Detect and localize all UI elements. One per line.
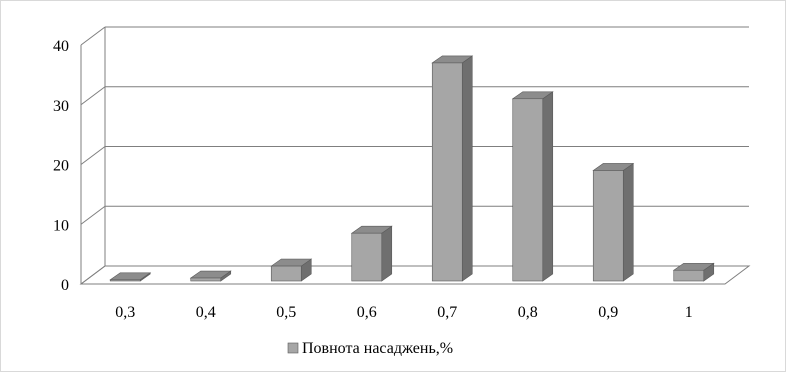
x-tick-label: 0,5	[276, 304, 296, 321]
bar-top	[109, 272, 152, 281]
bar	[351, 232, 383, 282]
y-tick-label: 0	[61, 277, 69, 294]
x-tick-label: 0,7	[437, 304, 457, 321]
bar-side	[542, 91, 554, 282]
gridline-diagonal	[80, 86, 106, 106]
y-tick-label: 20	[53, 158, 69, 175]
y-tick-label: 30	[53, 98, 69, 115]
legend: Повнота насаджень,%	[287, 340, 453, 357]
labels-layer: 0 10 20 30 40 0,3 0,4 0,5 0,6 0,7 0,8 0,9 1	[53, 38, 693, 321]
x-tick-label: 0,9	[598, 304, 618, 321]
gridline-diagonal	[80, 205, 106, 225]
y-tick-label: 40	[53, 38, 69, 55]
gridline-diagonal	[80, 146, 106, 165]
legend-swatch	[287, 342, 299, 354]
bar-side	[381, 225, 393, 282]
bar	[512, 98, 544, 282]
x-tick-label: 0,6	[357, 304, 377, 321]
chart-floor	[79, 265, 751, 285]
bar	[109, 279, 141, 282]
x-tick-label: 0,3	[115, 304, 135, 321]
y-tick-label: 10	[53, 217, 69, 234]
bar	[673, 269, 705, 282]
bar	[592, 170, 624, 282]
x-tick-label: 0,4	[196, 304, 216, 321]
x-tick-label: 1	[685, 304, 693, 321]
x-tick-label: 0,8	[518, 304, 538, 321]
grid-layer	[80, 26, 749, 285]
bar-side	[461, 55, 473, 282]
bar	[431, 62, 463, 282]
bar	[190, 277, 222, 282]
gridline-diagonal	[80, 26, 106, 46]
axis-layer	[79, 27, 751, 285]
bars-layer	[109, 55, 715, 282]
bar-side	[622, 162, 634, 282]
legend-label: Повнота насаджень,%	[302, 340, 453, 357]
bar	[270, 265, 302, 282]
